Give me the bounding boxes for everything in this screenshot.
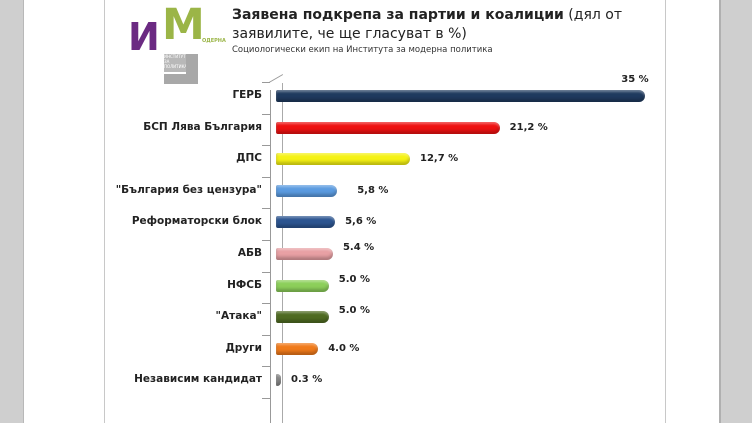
axis-tick	[262, 208, 270, 210]
category-label: БСП Лява България	[143, 120, 262, 133]
data-bar	[276, 311, 329, 324]
page-border-left	[104, 0, 105, 423]
left-margin	[0, 0, 24, 423]
value-label: 35 %	[621, 74, 649, 85]
right-margin	[719, 0, 752, 423]
value-label: 5,6 %	[345, 216, 377, 228]
y-axis	[270, 90, 271, 423]
category-label: ГЕРБ	[232, 89, 262, 101]
category-label: НФСБ	[227, 278, 262, 291]
value-label: 12,7 %	[419, 153, 459, 165]
logo-l-text: ИНСТИТУТ ЗА ПОЛИТИКА	[164, 54, 186, 72]
data-bar	[276, 248, 333, 260]
axis-tick	[262, 82, 270, 83]
axis-tick	[262, 240, 270, 241]
institute-logo: И M ОДЕРНА ИНСТИТУТ ЗА ПОЛИТИКА	[126, 0, 226, 88]
data-bar	[276, 90, 646, 102]
logo-letter-i: И	[128, 15, 160, 59]
data-bar	[276, 279, 329, 292]
category-label: "Атака"	[215, 310, 262, 323]
value-label: 21,2 %	[509, 121, 548, 133]
category-label: Други	[225, 341, 262, 354]
value-label: 5.4 %	[342, 242, 375, 253]
logo-l-shape: ИНСТИТУТ ЗА ПОЛИТИКА	[164, 54, 198, 84]
data-bar	[276, 216, 336, 229]
axis-tick	[262, 334, 270, 336]
category-label: АБВ	[237, 247, 262, 259]
category-label: "България без цензура"	[115, 183, 262, 196]
value-label: 5.0 %	[338, 273, 370, 285]
data-bar	[276, 121, 500, 134]
page-border-right	[665, 0, 666, 423]
data-bar	[276, 153, 410, 166]
value-label: 0.3 %	[291, 374, 323, 386]
logo-subtext: ОДЕРНА	[202, 38, 226, 44]
value-label: 4.0 %	[328, 342, 360, 354]
axis-tick	[262, 271, 270, 273]
chart-title: Заявена подкрепа за партии и коалиции (д…	[232, 7, 622, 42]
value-label: 5,8 %	[357, 184, 389, 196]
logo-letter-m: M	[162, 0, 205, 50]
axis-tick	[262, 398, 270, 399]
axis-tick	[262, 145, 270, 147]
chart-subtitle: Социологически екип на Института за моде…	[232, 45, 493, 55]
data-bar	[276, 184, 338, 197]
data-bar	[276, 342, 319, 355]
axis-top-edge	[268, 74, 284, 83]
axis-tick	[262, 176, 270, 178]
category-label: ДПС	[236, 152, 262, 165]
axis-tick	[262, 366, 270, 368]
axis-tick	[262, 113, 270, 115]
data-bar	[276, 374, 281, 387]
category-label: Независим кандидат	[134, 373, 262, 386]
axis-tick	[262, 303, 270, 305]
category-label: Реформаторски блок	[131, 215, 262, 228]
value-label: 5.0 %	[338, 305, 370, 317]
